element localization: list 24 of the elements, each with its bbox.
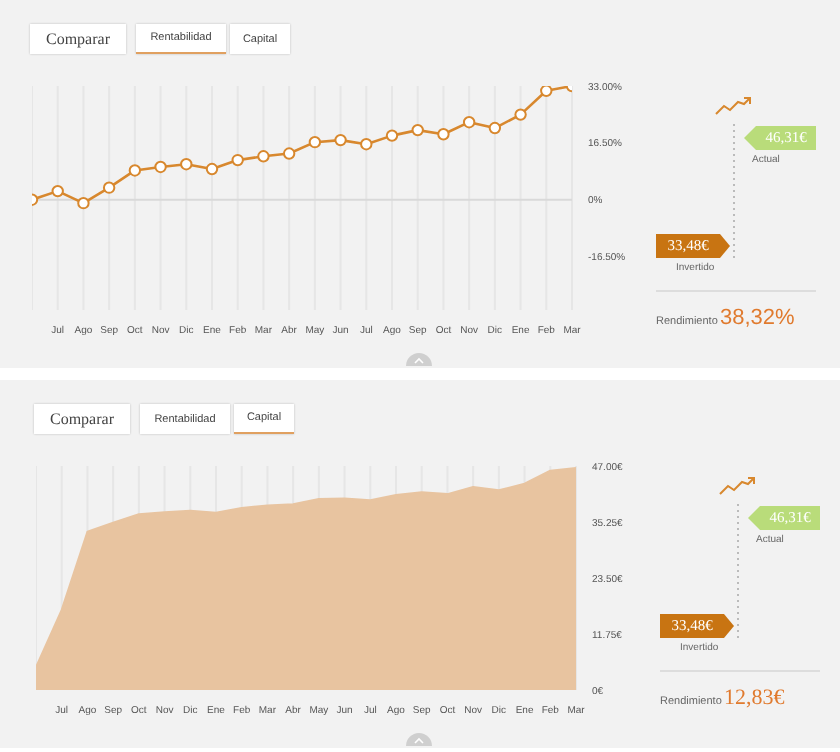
point [488,121,502,135]
point [308,135,322,149]
point [77,196,90,210]
text: 38,32% [720,306,795,330]
point [180,158,193,171]
point [462,115,476,129]
point [411,123,424,137]
text: Comparar [30,24,126,54]
point [540,86,553,98]
point [334,133,347,147]
point [51,184,64,198]
point [102,181,116,194]
point [128,164,142,177]
point [514,108,527,121]
text: Comparar [34,404,130,434]
point [385,129,399,142]
point [437,128,450,141]
point [257,150,270,163]
text: 12,83€ [724,686,785,710]
point [154,160,167,174]
point [205,162,219,176]
point [282,147,296,160]
point [360,138,373,151]
point [231,153,244,167]
